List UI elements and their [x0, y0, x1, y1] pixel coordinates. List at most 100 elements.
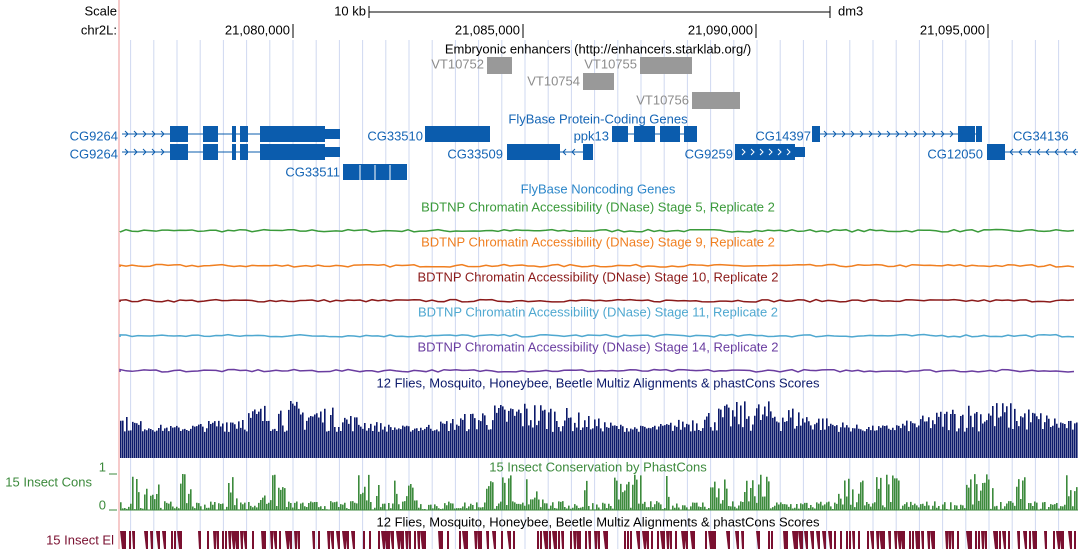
- gene-label: CG9259: [685, 146, 733, 161]
- strand-arrow: [768, 148, 773, 156]
- gene-exon: [425, 126, 490, 142]
- gene-exon: [507, 144, 560, 160]
- gene-exon: [634, 126, 655, 142]
- ruler-label: 21,095,000: [920, 22, 985, 37]
- strand-arrow: [895, 130, 900, 138]
- strand-arrow: [940, 130, 945, 138]
- gene-exon: [232, 144, 236, 160]
- gene-label: CG12050: [927, 146, 983, 161]
- track-title: 15 Insect Conservation by PhastCons: [489, 459, 707, 474]
- track-title: 12 Flies, Mosquito, Honeybee, Beetle Mul…: [377, 514, 820, 529]
- gene-exon: [325, 129, 340, 139]
- track-title: BDTNP Chromatin Accessibility (DNase) St…: [421, 234, 775, 249]
- strand-arrow: [741, 148, 746, 156]
- signal-track: [119, 368, 1075, 373]
- strand-arrow: [750, 148, 755, 156]
- ruler-label: 21,085,000: [455, 22, 520, 37]
- track-title: BDTNP Chromatin Accessibility (DNase) St…: [417, 269, 778, 284]
- track-title: FlyBase Protein-Coding Genes: [508, 111, 688, 126]
- track-title: BDTNP Chromatin Accessibility (DNase) St…: [421, 199, 775, 214]
- gene-exon: [240, 126, 248, 142]
- gene-exon: [170, 126, 188, 142]
- track-label: 15 Insect Cons: [5, 474, 92, 489]
- gene-exon: [735, 144, 795, 160]
- chrom-label: chr2L:: [81, 22, 117, 37]
- strand-arrow: [922, 130, 927, 138]
- signal-track: [119, 298, 1075, 303]
- strand-arrow: [832, 130, 837, 138]
- strand-arrow: [886, 130, 891, 138]
- signal-track: [119, 263, 1075, 268]
- strand-arrow: [949, 130, 954, 138]
- strand-arrow: [160, 148, 165, 156]
- strand-arrow: [1054, 148, 1059, 156]
- gene-label: CG9264: [70, 128, 118, 143]
- track-title: BDTNP Chromatin Accessibility (DNase) St…: [417, 339, 778, 354]
- signal-track: [119, 228, 1075, 233]
- gene-label: CG14397: [755, 128, 811, 143]
- enhancer-label: VT10756: [636, 92, 689, 107]
- track-label: 15 Insect El: [46, 532, 114, 547]
- strand-arrow: [850, 130, 855, 138]
- enhancer-block: [640, 57, 692, 74]
- strand-arrow: [759, 148, 764, 156]
- grid: [130, 40, 1060, 549]
- gene-exon: [583, 144, 593, 160]
- strand-arrow: [841, 130, 846, 138]
- enhancer-label: VT10754: [527, 73, 580, 88]
- gene-exon: [325, 147, 340, 157]
- strand-arrow: [133, 130, 138, 138]
- gene-exon: [684, 126, 697, 142]
- enhancer-label: VT10755: [584, 56, 637, 71]
- strand-arrow: [1036, 148, 1041, 156]
- ruler-label: 21,090,000: [688, 22, 753, 37]
- multiz-signal: [120, 401, 1078, 458]
- strand-arrow: [571, 148, 576, 156]
- axis-label: 0: [99, 497, 106, 512]
- gene-exon: [660, 126, 680, 142]
- strand-arrow: [1063, 148, 1068, 156]
- gene-label: ppk13: [574, 128, 609, 143]
- enhancer-block: [487, 57, 512, 74]
- strand-arrow: [868, 130, 873, 138]
- strand-arrow: [786, 148, 791, 156]
- strand-arrow: [877, 130, 882, 138]
- strand-arrow: [151, 148, 156, 156]
- gene-label: CG33511: [285, 164, 340, 179]
- strand-arrow: [124, 130, 129, 138]
- gene-exon: [203, 126, 218, 142]
- gene-label: CG9264: [70, 146, 118, 161]
- strand-arrow: [151, 130, 156, 138]
- strand-arrow: [859, 130, 864, 138]
- strand-arrow: [904, 130, 909, 138]
- strand-arrow: [1009, 148, 1014, 156]
- gene-exon: [170, 144, 188, 160]
- conserved-elements: [120, 531, 1076, 549]
- strand-arrow: [1018, 148, 1023, 156]
- strand-arrow: [913, 130, 918, 138]
- gene-exon: [987, 144, 1005, 160]
- enhancer-label: VT10752: [431, 56, 484, 71]
- strand-arrow: [133, 148, 138, 156]
- strand-arrow: [1072, 148, 1077, 156]
- track-title: 12 Flies, Mosquito, Honeybee, Beetle Mul…: [377, 375, 820, 390]
- gene-exon: [203, 144, 218, 160]
- scale-label: Scale: [84, 3, 117, 18]
- scale-bar-label: 10 kb: [334, 3, 366, 18]
- gene-exon: [958, 126, 975, 142]
- strand-arrow: [142, 148, 147, 156]
- gene-label: CG34136: [1013, 128, 1069, 143]
- assembly-label: dm3: [838, 3, 863, 18]
- track-title: Embryonic enhancers (http://enhancers.st…: [445, 41, 751, 56]
- gene-exon: [795, 147, 805, 157]
- strand-arrow: [777, 148, 782, 156]
- track-title: BDTNP Chromatin Accessibility (DNase) St…: [418, 304, 778, 319]
- strand-arrow: [562, 148, 567, 156]
- enhancer-block: [692, 92, 740, 109]
- signal-track: [119, 333, 1075, 338]
- strand-arrow: [124, 148, 129, 156]
- strand-arrow: [160, 130, 165, 138]
- gene-exon: [976, 126, 982, 142]
- strand-arrow: [931, 130, 936, 138]
